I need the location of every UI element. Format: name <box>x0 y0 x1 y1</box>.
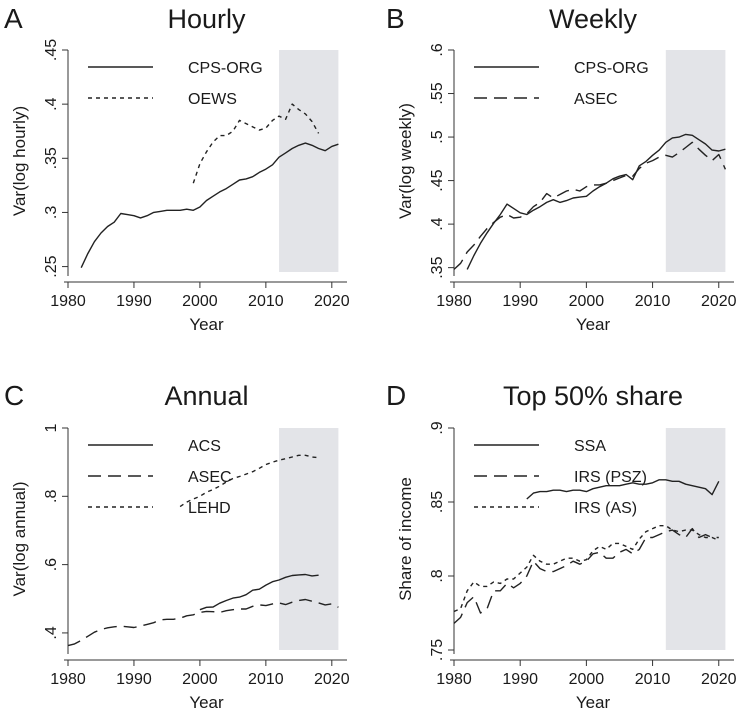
panel-title: Weekly <box>549 4 638 34</box>
y-tick-label: .8 <box>43 490 60 503</box>
x-axis-title: Year <box>576 315 611 334</box>
x-axis-title: Year <box>576 693 611 712</box>
x-tick-label: 2000 <box>182 671 218 688</box>
x-tick-label: 2010 <box>248 671 284 688</box>
y-tick-label: .6 <box>429 43 446 56</box>
y-axis-title: Var(log weekly) <box>396 103 415 219</box>
series-line-lehd <box>179 454 319 508</box>
series-line-cps-org <box>466 133 726 270</box>
y-tick-label: .75 <box>429 639 446 661</box>
panel-letter: D <box>386 380 406 411</box>
series-line-irs-as <box>453 525 720 613</box>
x-tick-label: 2020 <box>314 671 350 688</box>
y-axis-title: Var(log annual) <box>10 482 29 597</box>
y-tick-label: .4 <box>429 217 446 230</box>
shaded-period <box>665 50 726 272</box>
panel-title: Top 50% share <box>503 381 683 411</box>
panel-letter: B <box>386 3 405 34</box>
series-line-asec <box>67 598 339 647</box>
x-tick-label: 2010 <box>635 293 671 310</box>
x-tick-label: 2000 <box>569 293 605 310</box>
legend-label: ASEC <box>574 91 618 108</box>
y-tick-label: .4 <box>43 97 60 110</box>
series-line-acs <box>199 573 319 611</box>
legend-label: CPS-ORG <box>574 60 649 77</box>
legend-label: ASEC <box>188 469 232 486</box>
x-tick-label: 2020 <box>701 293 737 310</box>
series-line-irs-psz <box>453 527 719 624</box>
legend-label: LEHD <box>188 500 231 517</box>
legend-label: IRS (AS) <box>574 500 637 517</box>
x-tick-label: 1990 <box>502 671 538 688</box>
shaded-period <box>279 50 339 272</box>
panel-a: A Hourly 1980 1990 2000 2010 2020 .25 .3 .35 .4 .45… <box>4 3 350 334</box>
panel-c: C Annual 1980 1990 2000 2010 2020 .4 .6 .8 1 Year Va… <box>4 380 350 712</box>
panel-letter: A <box>4 3 23 34</box>
legend-label: CPS-ORG <box>188 60 263 77</box>
y-tick-label: .55 <box>429 82 446 104</box>
x-tick-label: 1980 <box>436 671 472 688</box>
x-tick-label: 1980 <box>436 293 472 310</box>
x-tick-label: 2000 <box>182 293 218 310</box>
x-tick-label: 2010 <box>635 671 671 688</box>
y-tick-label: .5 <box>429 130 446 143</box>
panel-b: B Weekly 1980 1990 2000 2010 2020 .35 .4 .45 .5 .55… <box>386 3 737 334</box>
y-tick-label: .35 <box>43 147 60 169</box>
shaded-period <box>279 428 339 650</box>
y-tick-label: .8 <box>429 569 446 582</box>
series-line-oews <box>192 103 320 184</box>
panel-letter: C <box>4 380 24 411</box>
y-tick-label: .25 <box>43 255 60 277</box>
y-tick-label: .9 <box>429 421 446 434</box>
x-tick-label: 2010 <box>248 293 284 310</box>
y-tick-label: .3 <box>43 206 60 219</box>
series-line-cps-org <box>80 142 339 268</box>
legend-label: OEWS <box>188 91 237 108</box>
y-tick-label: .6 <box>43 558 60 571</box>
panel-title: Hourly <box>167 4 246 34</box>
x-tick-label: 1990 <box>116 293 152 310</box>
x-axis-title: Year <box>189 315 224 334</box>
y-tick-label: 1 <box>43 423 60 432</box>
x-tick-label: 1990 <box>116 671 152 688</box>
legend-label: IRS (PSZ) <box>574 469 647 486</box>
x-tick-label: 1980 <box>50 671 86 688</box>
y-tick-label: .45 <box>43 39 60 61</box>
series-line-ssa <box>526 479 720 500</box>
y-axis-title: Share of income <box>396 477 415 601</box>
y-tick-label: .45 <box>429 169 446 191</box>
x-tick-label: 2020 <box>314 293 350 310</box>
panel-title: Annual <box>164 381 248 411</box>
legend-label: ACS <box>188 438 221 455</box>
x-tick-label: 2020 <box>701 671 737 688</box>
x-axis-title: Year <box>189 693 224 712</box>
legend-label: SSA <box>574 438 606 455</box>
series-line-asec <box>453 141 727 270</box>
y-axis-title: Var(log hourly) <box>10 106 29 216</box>
y-tick-label: .35 <box>429 256 446 278</box>
shaded-period <box>665 428 726 650</box>
x-tick-label: 2000 <box>569 671 605 688</box>
x-tick-label: 1990 <box>502 293 538 310</box>
y-tick-label: .4 <box>43 626 60 639</box>
y-tick-label: .85 <box>429 491 446 513</box>
panel-d: D Top 50% share 1980 1990 2000 2010 2020 .75 .8.… <box>386 380 737 712</box>
x-tick-label: 1980 <box>50 293 86 310</box>
